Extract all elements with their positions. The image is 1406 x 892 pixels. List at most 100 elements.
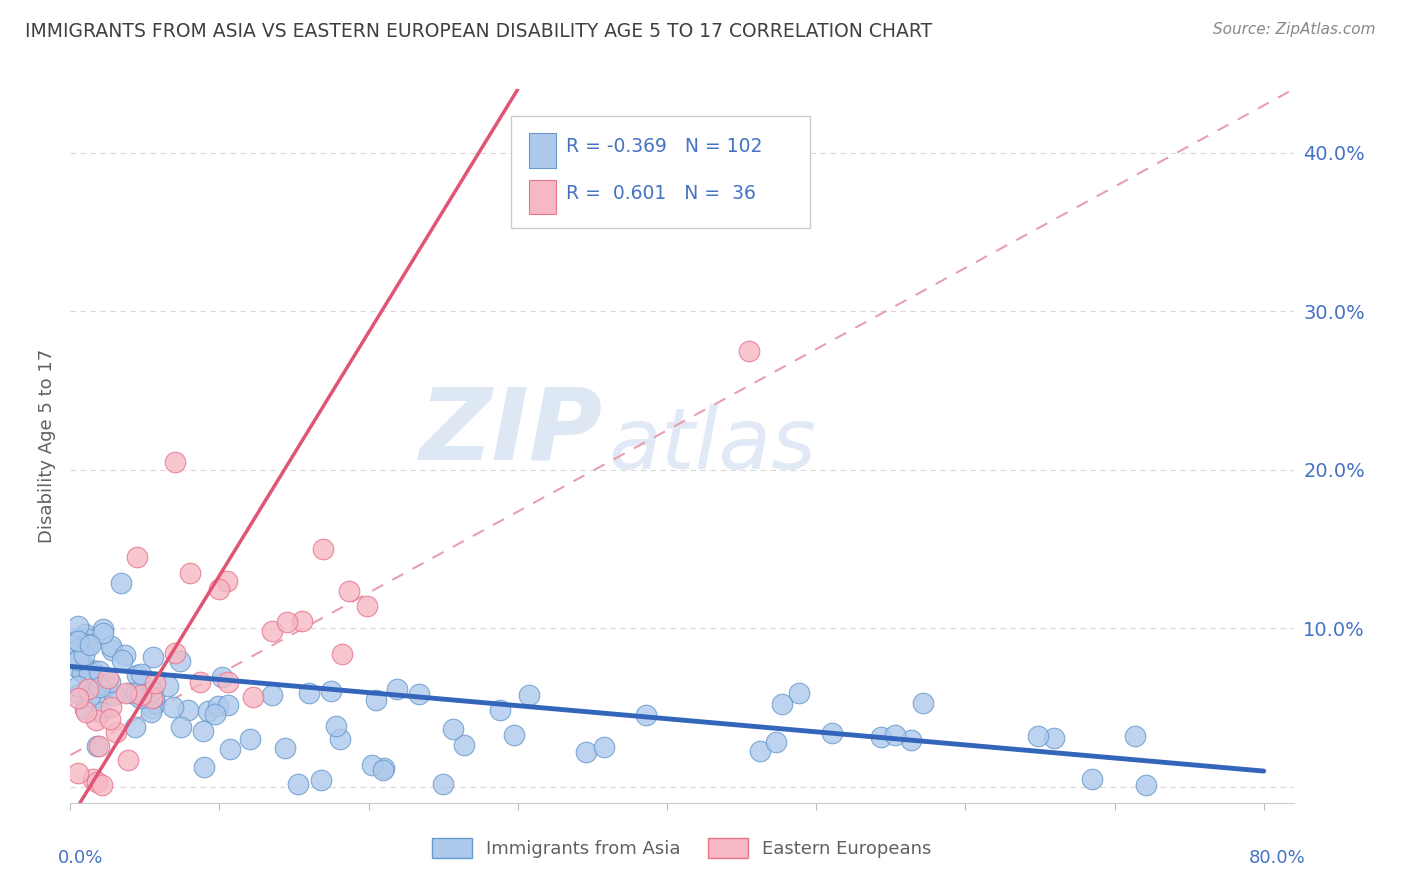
Point <box>242 690 264 704</box>
Point <box>489 703 512 717</box>
Point <box>787 686 810 700</box>
Point <box>387 682 409 697</box>
Point <box>114 648 136 662</box>
Point <box>66 632 89 646</box>
Point <box>66 691 89 706</box>
Point <box>593 739 616 754</box>
Point <box>141 691 163 706</box>
Point <box>93 677 115 691</box>
Point <box>169 720 191 734</box>
Text: R =  0.601   N =  36: R = 0.601 N = 36 <box>565 184 755 203</box>
Point <box>204 707 226 722</box>
Point <box>1043 731 1066 746</box>
Point <box>1135 778 1157 792</box>
Point <box>79 689 101 703</box>
Point <box>66 634 89 648</box>
Point <box>219 742 242 756</box>
Point <box>67 687 90 701</box>
Point <box>89 681 111 695</box>
Text: IMMIGRANTS FROM ASIA VS EASTERN EUROPEAN DISABILITY AGE 5 TO 17 CORRELATION CHAR: IMMIGRANTS FROM ASIA VS EASTERN EUROPEAN… <box>25 22 932 41</box>
Point <box>356 599 378 614</box>
Point <box>325 719 347 733</box>
Text: R = -0.369   N = 102: R = -0.369 N = 102 <box>565 137 762 156</box>
Point <box>66 619 89 633</box>
Point <box>453 738 475 752</box>
Point <box>127 549 149 564</box>
Text: Source: ZipAtlas.com: Source: ZipAtlas.com <box>1212 22 1375 37</box>
FancyBboxPatch shape <box>529 134 555 168</box>
Point <box>90 778 112 792</box>
Point <box>87 739 110 754</box>
Legend: Immigrants from Asia, Eastern Europeans: Immigrants from Asia, Eastern Europeans <box>425 830 939 865</box>
Point <box>86 775 108 789</box>
Point <box>139 706 162 720</box>
Text: 80.0%: 80.0% <box>1249 849 1306 867</box>
Point <box>84 713 107 727</box>
Point <box>749 744 772 758</box>
Point <box>311 773 333 788</box>
Point <box>141 701 163 715</box>
Point <box>312 542 335 557</box>
Text: atlas: atlas <box>609 404 817 488</box>
Point <box>287 777 309 791</box>
Point <box>575 745 598 759</box>
Point <box>121 686 143 700</box>
Point <box>142 650 165 665</box>
Point <box>82 772 104 786</box>
Point <box>66 679 89 693</box>
Point <box>169 654 191 668</box>
Point <box>517 688 540 702</box>
Point <box>91 623 114 637</box>
Point <box>100 699 122 714</box>
Point <box>100 639 122 653</box>
Point <box>66 661 89 675</box>
Point <box>87 664 110 678</box>
Point <box>125 668 148 682</box>
Point <box>69 651 91 665</box>
Point <box>141 684 163 698</box>
Point <box>503 728 526 742</box>
Point <box>143 690 166 705</box>
Point <box>162 700 184 714</box>
Point <box>101 643 124 657</box>
Point <box>1081 772 1104 787</box>
Point <box>90 705 112 719</box>
Point <box>66 766 89 780</box>
Point <box>821 726 844 740</box>
Point <box>143 696 166 710</box>
Point <box>197 704 219 718</box>
Point <box>329 731 352 746</box>
Point <box>262 624 284 638</box>
Point <box>76 672 98 686</box>
Point <box>361 758 384 772</box>
Point <box>115 686 138 700</box>
Point <box>770 697 793 711</box>
FancyBboxPatch shape <box>510 116 810 228</box>
Y-axis label: Disability Age 5 to 17: Disability Age 5 to 17 <box>38 349 56 543</box>
Point <box>79 639 101 653</box>
Point <box>156 679 179 693</box>
Point <box>90 690 112 705</box>
Point <box>86 739 108 753</box>
Point <box>321 684 343 698</box>
Point <box>193 760 215 774</box>
Point <box>125 686 148 700</box>
Point <box>77 681 100 696</box>
Point <box>337 583 360 598</box>
Text: ZIP: ZIP <box>419 384 602 480</box>
Point <box>98 712 121 726</box>
Point <box>1026 729 1049 743</box>
Point <box>188 674 211 689</box>
Point <box>70 665 93 679</box>
Point <box>276 615 298 629</box>
Point <box>373 761 395 775</box>
Point <box>371 764 394 778</box>
Point <box>870 730 893 744</box>
Point <box>79 675 101 690</box>
Point <box>883 728 905 742</box>
Point <box>75 702 97 716</box>
Point <box>179 566 201 580</box>
Point <box>432 777 454 791</box>
Point <box>1125 729 1147 743</box>
Point <box>129 666 152 681</box>
